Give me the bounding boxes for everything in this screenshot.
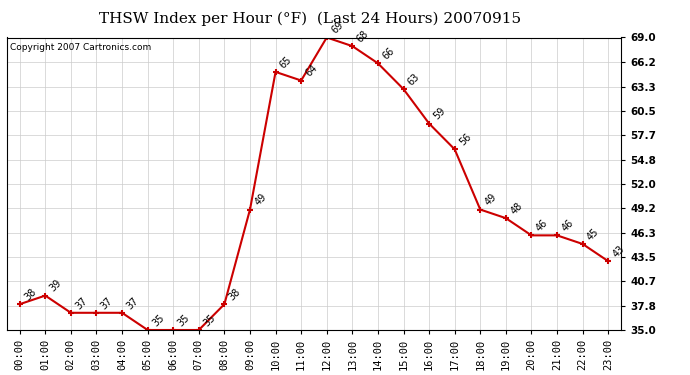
Text: 63: 63 xyxy=(406,72,422,87)
Text: 64: 64 xyxy=(304,63,319,79)
Text: 38: 38 xyxy=(227,287,243,303)
Text: 39: 39 xyxy=(48,278,63,294)
Text: 38: 38 xyxy=(22,287,38,303)
Text: Copyright 2007 Cartronics.com: Copyright 2007 Cartronics.com xyxy=(10,44,151,52)
Text: 68: 68 xyxy=(355,28,371,44)
Text: 37: 37 xyxy=(125,295,141,311)
Text: 49: 49 xyxy=(483,192,499,208)
Text: 37: 37 xyxy=(73,295,89,311)
Text: 65: 65 xyxy=(278,54,294,70)
Text: 45: 45 xyxy=(585,226,601,242)
Text: 69: 69 xyxy=(329,20,345,36)
Text: 35: 35 xyxy=(201,312,217,328)
Text: 66: 66 xyxy=(380,46,396,62)
Text: 35: 35 xyxy=(176,312,192,328)
Text: 35: 35 xyxy=(150,312,166,328)
Text: 59: 59 xyxy=(432,106,448,122)
Text: 43: 43 xyxy=(611,244,627,260)
Text: 56: 56 xyxy=(457,132,473,148)
Text: 49: 49 xyxy=(253,192,268,208)
Text: THSW Index per Hour (°F)  (Last 24 Hours) 20070915: THSW Index per Hour (°F) (Last 24 Hours)… xyxy=(99,11,522,26)
Text: 37: 37 xyxy=(99,295,115,311)
Text: 48: 48 xyxy=(509,201,524,216)
Text: 46: 46 xyxy=(534,218,550,234)
Text: 46: 46 xyxy=(560,218,575,234)
